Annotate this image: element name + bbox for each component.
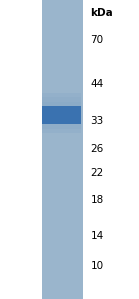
Text: 22: 22 [90,168,104,179]
Text: 14: 14 [90,231,104,241]
Bar [42,0,83,299]
Text: 10: 10 [90,261,103,271]
Text: 33: 33 [90,116,104,126]
Bar [42,120,81,124]
Bar [42,93,81,97]
Bar [42,106,81,124]
Bar [42,97,81,102]
Text: 70: 70 [90,35,103,45]
Text: 18: 18 [90,195,104,205]
Text: 26: 26 [90,144,104,155]
Text: 44: 44 [90,79,104,89]
Text: kDa: kDa [90,8,113,19]
Bar [42,129,81,133]
Bar [42,124,81,129]
Bar [42,102,81,106]
